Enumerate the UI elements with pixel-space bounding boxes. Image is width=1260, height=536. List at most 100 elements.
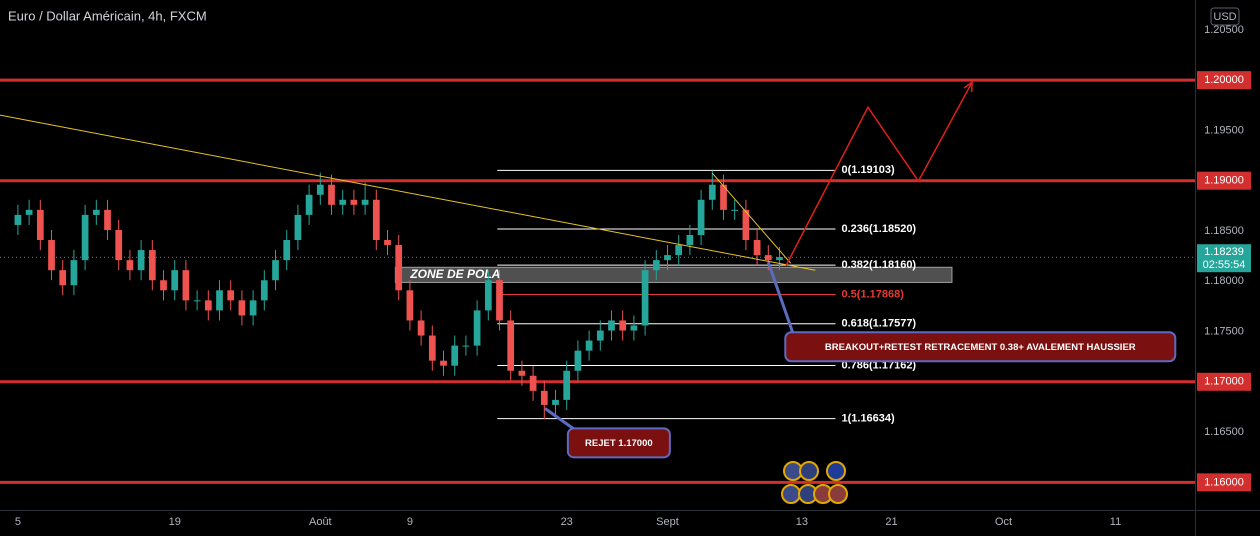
x-tick-label: 23 <box>561 516 573 528</box>
candle-body <box>484 280 492 311</box>
candle-body <box>92 209 100 215</box>
trendline <box>0 114 816 271</box>
candle-body <box>574 350 582 371</box>
candle-body <box>753 240 761 256</box>
candle-body <box>462 345 470 347</box>
y-tick-label: 1.19500 <box>1204 124 1244 136</box>
fib-label: 0.236(1.18520) <box>841 223 916 235</box>
projection-arrowhead <box>963 80 973 93</box>
callout-text: REJET 1.17000 <box>585 438 653 449</box>
x-tick-label: 13 <box>796 516 808 528</box>
x-tick-label: 19 <box>169 516 181 528</box>
candle-body <box>529 375 537 391</box>
currency-box[interactable] <box>1210 7 1240 26</box>
candle-body <box>552 399 559 405</box>
candle-body <box>675 245 683 256</box>
fib-label: 0.5(1.17868) <box>841 288 904 300</box>
y-tick-label: 1.16500 <box>1204 426 1244 438</box>
candle-body <box>350 199 358 205</box>
plot-area: ZONE DE POLA 0(1.19103) 0.236(1.18520) 0.38… <box>0 78 1195 484</box>
callout-connector <box>766 261 795 335</box>
level-tag <box>1197 372 1251 391</box>
candle-body <box>14 214 22 225</box>
candle-body <box>59 270 67 286</box>
candle-body <box>193 300 201 302</box>
candle-body <box>216 290 223 311</box>
candle-body <box>440 360 447 366</box>
candle-body <box>361 199 369 205</box>
x-tick-label: Oct <box>995 516 1012 528</box>
y-tick-label: 1.16000 <box>1204 476 1244 488</box>
candle-body <box>305 194 313 215</box>
candle-body <box>316 184 324 195</box>
candle-body <box>563 370 571 400</box>
candle-body <box>249 300 257 316</box>
x-tick-label: 5 <box>15 516 21 528</box>
candle-body <box>596 330 604 341</box>
y-tick-label: 1.17000 <box>1204 376 1244 388</box>
callout-box <box>566 427 671 459</box>
candle-body <box>708 184 716 200</box>
event-icon[interactable] <box>781 484 801 504</box>
candle-body <box>171 270 179 291</box>
event-icon[interactable] <box>799 461 819 481</box>
zone-label: ZONE DE POLA <box>409 267 500 281</box>
x-tick-label: 9 <box>407 516 413 528</box>
candle-body <box>585 340 593 351</box>
x-tick-label: Août <box>309 516 332 528</box>
countdown: 02:55:54 <box>1203 259 1246 271</box>
candle-body <box>283 240 291 261</box>
candle-body <box>238 300 246 316</box>
candle-body <box>451 345 459 366</box>
candle-body <box>417 320 425 336</box>
projection-path <box>785 81 973 266</box>
callout-connector <box>543 407 577 432</box>
fib-label: 0(1.19103) <box>841 164 895 176</box>
candle-body <box>686 234 694 246</box>
candle-body <box>776 257 783 261</box>
candle-body <box>395 245 403 291</box>
candle-body <box>652 260 660 271</box>
candle-body <box>81 214 89 261</box>
candle-body <box>204 300 212 311</box>
y-tick-label: 1.18000 <box>1204 275 1244 287</box>
candle-body <box>720 184 727 210</box>
callout-text: BREAKOUT+RETEST RETRACEMENT 0.38+ AVALEM… <box>825 342 1136 353</box>
candle-body <box>731 209 739 211</box>
candle-body <box>260 280 268 301</box>
y-tick-label: 1.18500 <box>1204 225 1244 237</box>
currency: USD <box>1213 11 1236 23</box>
event-icon[interactable] <box>826 461 846 481</box>
candle-body <box>104 209 111 230</box>
candle-body <box>25 209 33 215</box>
fib-label: 0.382(1.18160) <box>841 259 916 271</box>
level-tag <box>1197 171 1251 190</box>
fib-label: 0.786(1.17162) <box>841 359 916 371</box>
candle-body <box>697 199 705 235</box>
candle-body <box>764 255 772 261</box>
candle-body <box>36 209 44 241</box>
candle-body <box>608 320 615 331</box>
candle-body <box>148 250 156 281</box>
candle-body <box>328 184 335 205</box>
last-price: 1.18239 <box>1204 246 1244 258</box>
candle-body <box>115 229 123 261</box>
y-tick-label: 1.19000 <box>1204 175 1244 187</box>
fib-label: 1(1.16634) <box>841 413 895 425</box>
level-tag <box>1197 473 1251 492</box>
event-icon[interactable] <box>828 484 848 504</box>
trendline <box>711 172 792 264</box>
candle-body <box>227 290 235 301</box>
candle-body <box>294 214 302 241</box>
candle-body <box>272 260 279 281</box>
event-icons <box>781 461 848 504</box>
y-tick-label: 1.20000 <box>1204 74 1244 86</box>
candle-body <box>496 280 503 321</box>
x-tick-label: 21 <box>885 516 897 528</box>
candle-body <box>641 270 649 326</box>
candle-body <box>619 320 627 331</box>
level-tag <box>1197 71 1251 90</box>
y-tick-label: 1.17500 <box>1204 325 1244 337</box>
